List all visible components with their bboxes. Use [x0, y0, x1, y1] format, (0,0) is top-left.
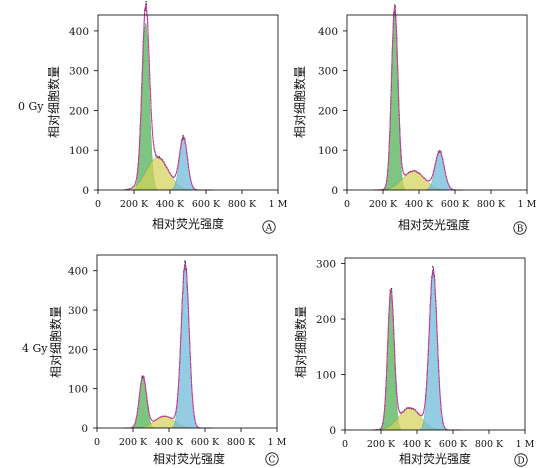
- y-tick-label: 100: [69, 145, 89, 157]
- model-fit-line: [124, 262, 213, 429]
- y-tick-label: 300: [318, 66, 338, 78]
- x-tick-label: 600 K: [441, 199, 470, 210]
- x-tick-label: 200 K: [369, 199, 398, 210]
- model-fit-line: [373, 5, 463, 191]
- x-tick-label: 800 K: [477, 199, 506, 210]
- histogram-panel-a: 0 200 K 400 K 600 K 800 K 1 M 0 100 200 300 400 相对荧…: [46, 0, 288, 234]
- g1-peak-area: [380, 293, 402, 431]
- row-label-4gy: 4 Gy: [22, 342, 48, 355]
- histogram-panel-d: 0 200 K 400 K 600 K 800 K 1 M 0 100 200 300 相对荧光强度…: [293, 257, 535, 467]
- x-axis-title: 相对荧光强度: [153, 451, 225, 466]
- y-tick-label: 0: [82, 185, 89, 197]
- x-tick-label: 400 K: [155, 437, 184, 448]
- y-tick-label: 200: [68, 344, 88, 356]
- plot-frame: [346, 14, 528, 191]
- x-tick-label: 0: [95, 199, 101, 210]
- x-tick-label: 0: [94, 437, 100, 448]
- x-tick-label: 600 K: [192, 199, 221, 210]
- y-axis-title: 相对细胞数量: [292, 66, 307, 138]
- panel-label-text: B: [517, 224, 524, 234]
- g1-peak-area: [131, 376, 155, 429]
- x-tick-label: 1 M: [269, 199, 288, 210]
- x-tick-label: 0: [344, 199, 350, 210]
- y-tick-label: 300: [316, 259, 336, 271]
- x-tick-label: 200 K: [120, 199, 149, 210]
- y-tick-label: 0: [331, 185, 338, 197]
- measured-histogram-line: [124, 259, 213, 429]
- x-tick-label: 800 K: [228, 199, 257, 210]
- measured-histogram-line: [373, 3, 463, 191]
- panel-label-text: A: [265, 223, 273, 233]
- x-axis-title: 相对荧光强度: [152, 216, 224, 231]
- x-tick-label: 800 K: [227, 437, 256, 448]
- x-tick-label: 1 M: [518, 199, 537, 210]
- y-axis-title: 相对细胞数量: [48, 306, 63, 378]
- x-tick-label: 600 K: [439, 439, 468, 450]
- y-tick-label: 400: [68, 266, 88, 278]
- y-tick-label: 0: [81, 423, 88, 435]
- y-tick-label: 200: [318, 105, 338, 117]
- y-tick-label: 0: [329, 425, 336, 437]
- y-axis-title: 相对细胞数量: [293, 306, 308, 378]
- panel-label-badge: C: [265, 452, 279, 466]
- panel-label-badge: B: [513, 221, 527, 235]
- x-tick-label: 400 K: [405, 199, 434, 210]
- y-tick-label: 400: [318, 26, 338, 38]
- y-tick-label: 400: [69, 26, 89, 38]
- y-tick-label: 200: [69, 105, 89, 117]
- y-tick-label: 300: [68, 305, 88, 317]
- model-fit-line: [124, 3, 214, 191]
- x-tick-label: 200 K: [119, 437, 148, 448]
- x-tick-label: 800 K: [475, 439, 504, 450]
- y-tick-label: 200: [316, 314, 336, 326]
- plot-frame: [344, 257, 526, 431]
- x-axis-title: 相对荧光强度: [398, 217, 470, 232]
- panel-label-text: D: [517, 456, 524, 466]
- x-tick-label: 400 K: [156, 199, 185, 210]
- plot-frame: [97, 14, 279, 191]
- y-axis-title: 相对细胞数量: [46, 66, 61, 138]
- x-tick-label: 200 K: [367, 439, 396, 450]
- histogram-panel-b: 0 200 K 400 K 600 K 800 K 1 M 0 100 200 300 400 相对荧…: [292, 3, 537, 235]
- row-label-0gy: 0 Gy: [18, 100, 44, 113]
- model-fit-line: [371, 269, 461, 431]
- y-tick-label: 300: [69, 66, 89, 78]
- y-tick-label: 100: [316, 370, 336, 382]
- x-tick-label: 1 M: [268, 437, 287, 448]
- x-tick-label: 0: [342, 439, 348, 450]
- panel-label-text: C: [269, 455, 276, 465]
- panel-label-badge: A: [262, 220, 276, 234]
- x-tick-label: 1 M: [516, 439, 535, 450]
- histogram-panel-c: 0 200 K 400 K 600 K 800 K 1 M 0 100 200 300 400 相对荧…: [48, 254, 287, 466]
- y-tick-label: 100: [318, 145, 338, 157]
- y-tick-label: 100: [68, 384, 88, 396]
- panel-label-badge: D: [514, 453, 528, 467]
- x-axis-title: 相对荧光强度: [399, 451, 471, 466]
- x-tick-label: 600 K: [191, 437, 220, 448]
- g2-peak-area: [172, 264, 199, 429]
- plot-frame: [96, 254, 278, 429]
- x-tick-label: 400 K: [403, 439, 432, 450]
